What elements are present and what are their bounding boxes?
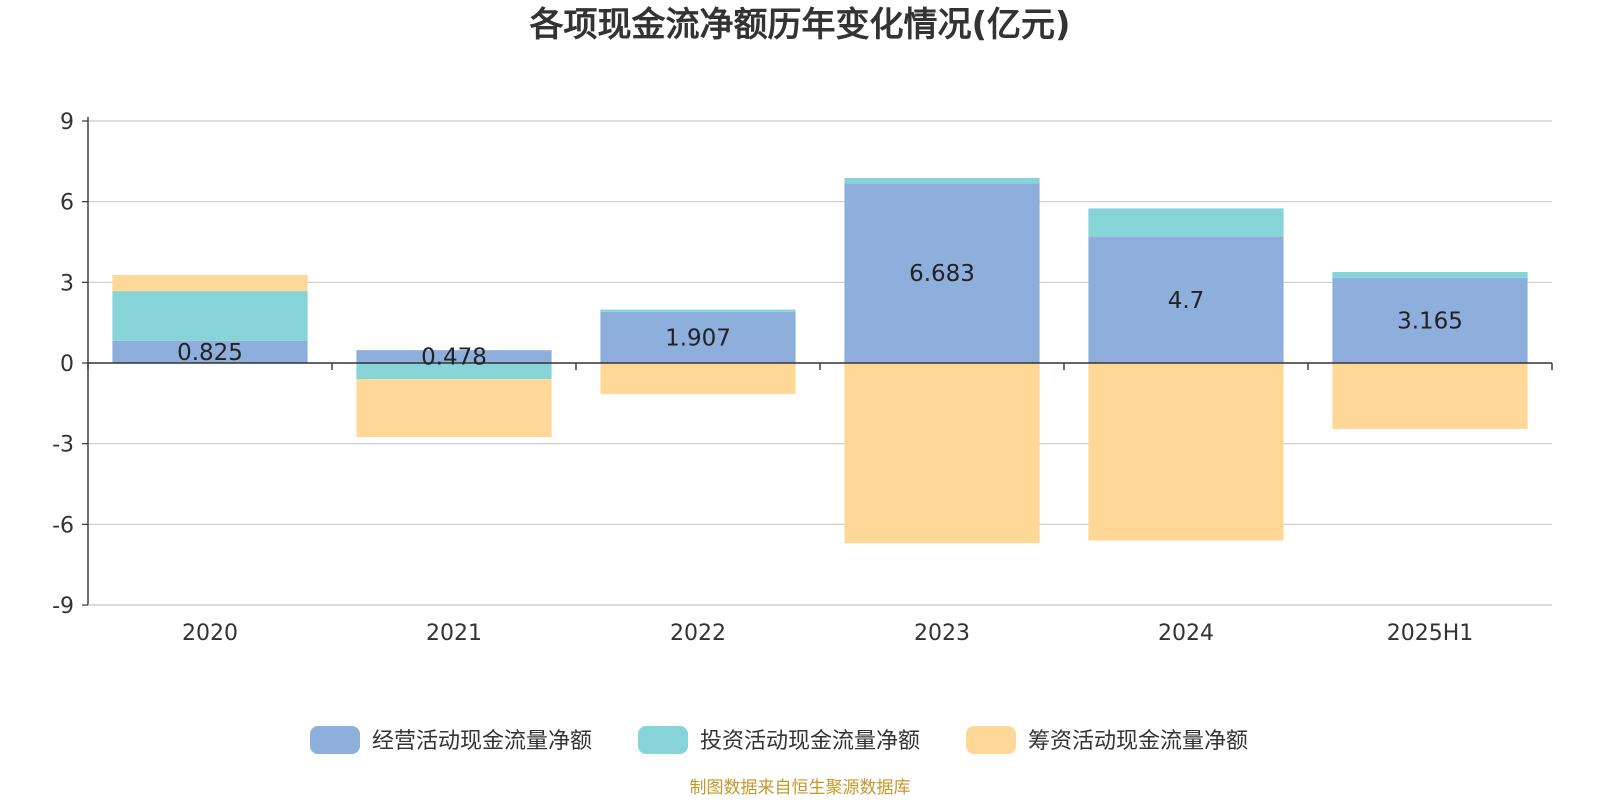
bar-2021-series-2 — [356, 379, 552, 437]
y-tick-label: -6 — [52, 513, 74, 538]
y-tick-label: 9 — [60, 110, 74, 135]
y-tick-label: -3 — [52, 433, 74, 458]
data-label-2025H1: 3.165 — [1397, 308, 1463, 334]
x-tick-label-2025H1: 2025H1 — [1387, 621, 1474, 646]
bar-2023-series-0 — [844, 183, 1040, 363]
bar-2024-series-1 — [1088, 208, 1284, 237]
y-tick-label: 6 — [60, 191, 74, 216]
bar-2021-series-0 — [356, 350, 552, 363]
chart-title: 各项现金流净额历年变化情况(亿元) — [529, 5, 1070, 45]
bar-2025H1-series-2 — [1332, 363, 1528, 429]
data-label-2023: 6.683 — [909, 261, 975, 287]
legend-label-1: 投资活动现金流量净额 — [700, 729, 920, 754]
data-label-2022: 1.907 — [665, 325, 731, 351]
bar-2020-series-2 — [112, 274, 308, 292]
x-tick-label-2021: 2021 — [426, 621, 482, 646]
axes: 9 6 3 0 -3 -6 -9 2020 2021 2022 2023 2024 2025H1 — [52, 110, 1553, 646]
legend-swatch-2 — [966, 726, 1016, 754]
bar-2024-series-0 — [1088, 236, 1284, 363]
legend-swatch-1 — [638, 726, 688, 754]
bar-2023-series-1 — [844, 177, 1040, 184]
y-tick-label: 3 — [60, 271, 74, 296]
bar-2021-series-1 — [356, 363, 552, 380]
bar-2025H1-series-0 — [1332, 277, 1528, 363]
bar-2022-series-1 — [600, 309, 796, 312]
legend-swatch-0 — [310, 726, 360, 754]
bars — [112, 177, 1528, 544]
data-label-2024: 4.7 — [1168, 288, 1205, 314]
bar-2022-series-0 — [600, 311, 796, 363]
bar-2024-series-2 — [1088, 363, 1284, 541]
legend-label-0: 经营活动现金流量净额 — [372, 729, 592, 754]
x-tick-label-2022: 2022 — [670, 621, 726, 646]
y-tick-label: -9 — [52, 594, 74, 619]
bar-2025H1-series-1 — [1332, 271, 1528, 278]
bar-2022-series-2 — [600, 363, 796, 394]
x-tick-label-2020: 2020 — [182, 621, 238, 646]
x-tick-label-2024: 2024 — [1158, 621, 1214, 646]
y-tick-label: 0 — [60, 352, 74, 377]
legend: 经营活动现金流量净额 投资活动现金流量净额 筹资活动现金流量净额 — [310, 726, 1248, 754]
bar-2020-series-0 — [112, 340, 308, 363]
bar-2020-series-1 — [112, 291, 308, 341]
data-label-2021: 0.478 — [421, 345, 487, 371]
legend-label-2: 筹资活动现金流量净额 — [1028, 729, 1248, 754]
x-tick-label-2023: 2023 — [914, 621, 970, 646]
data-labels: 0.825 0.478 1.907 6.683 4.7 3.165 — [177, 261, 1463, 370]
bar-2023-series-2 — [844, 363, 1040, 544]
data-label-2020: 0.825 — [177, 340, 243, 366]
source-note: 制图数据来自恒生聚源数据库 — [690, 778, 911, 798]
